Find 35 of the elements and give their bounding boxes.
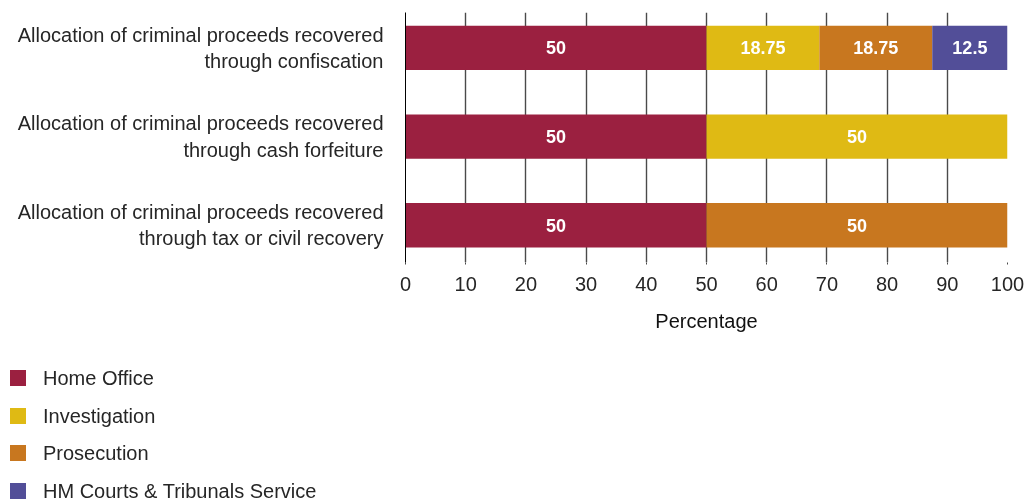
x-tick-label: 0 bbox=[399, 272, 412, 295]
legend-label: Investigation bbox=[43, 405, 156, 426]
legend-label: Prosecution bbox=[43, 443, 149, 463]
x-tick-label: 30 bbox=[574, 272, 598, 295]
bar bbox=[706, 25, 820, 71]
y-tick-label: Allocation of criminal proceeds recovered through confiscation bbox=[17, 23, 384, 73]
x-tick-label: 70 bbox=[815, 272, 839, 295]
y-tick-label: Allocation of criminal proceeds recovered through tax or civil recovery bbox=[17, 201, 384, 250]
x-tick-label: 50 bbox=[695, 272, 718, 295]
data-label: 50 bbox=[545, 127, 567, 148]
data-label: 18.75 bbox=[853, 38, 899, 59]
x-tick-label: 60 bbox=[755, 272, 778, 295]
bar bbox=[706, 203, 1008, 248]
data-label: 50 bbox=[846, 127, 868, 148]
x-tick-label: 40 bbox=[635, 272, 658, 295]
data-label: 12.5 bbox=[952, 38, 988, 59]
bar bbox=[706, 114, 1008, 159]
data-label: 18.75 bbox=[740, 38, 786, 59]
bar bbox=[405, 25, 707, 71]
bar bbox=[405, 114, 707, 159]
data-label: 50 bbox=[545, 215, 567, 236]
bar bbox=[405, 203, 707, 248]
x-tick-label: 10 bbox=[454, 272, 477, 295]
data-label: 50 bbox=[545, 38, 567, 59]
x-tick-label: 80 bbox=[875, 272, 899, 295]
x-tick-label: 90 bbox=[936, 272, 959, 295]
x-axis-title: Percentage bbox=[655, 309, 758, 332]
y-tick-label: Allocation of criminal proceeds recovered through cash forfeiture bbox=[17, 112, 384, 161]
bar bbox=[819, 25, 933, 71]
x-tick-label: 100 bbox=[990, 272, 1025, 295]
x-tick-label: 20 bbox=[514, 272, 538, 295]
legend-label: Home Office bbox=[43, 368, 154, 388]
legend-label: HM Courts & Tribunals Service bbox=[43, 480, 317, 500]
bar bbox=[932, 25, 1008, 71]
data-label: 50 bbox=[846, 215, 868, 236]
